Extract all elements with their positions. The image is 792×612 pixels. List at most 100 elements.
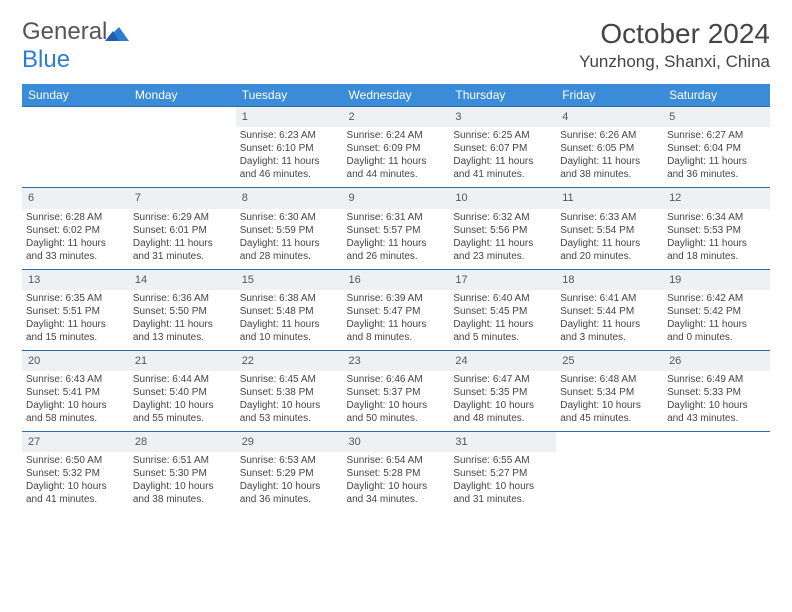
day-cell: Sunrise: 6:39 AMSunset: 5:47 PMDaylight:… (343, 290, 450, 351)
day-line: Sunrise: 6:24 AM (347, 129, 446, 142)
day-cell: Sunrise: 6:23 AMSunset: 6:10 PMDaylight:… (236, 127, 343, 188)
day-cell (129, 127, 236, 188)
day-number: 28 (129, 432, 236, 453)
day-cell (22, 127, 129, 188)
day-number: 3 (449, 107, 556, 128)
day-line: Sunset: 5:32 PM (26, 467, 125, 480)
day-line: Sunrise: 6:25 AM (453, 129, 552, 142)
day-line: and 0 minutes. (667, 331, 766, 344)
day-line: Sunrise: 6:39 AM (347, 292, 446, 305)
day-line: and 13 minutes. (133, 331, 232, 344)
day-line: Sunrise: 6:48 AM (560, 373, 659, 386)
day-cell: Sunrise: 6:30 AMSunset: 5:59 PMDaylight:… (236, 209, 343, 270)
day-line: Daylight: 11 hours (667, 318, 766, 331)
day-number: 7 (129, 188, 236, 209)
day-line: Daylight: 11 hours (347, 237, 446, 250)
col-header: Wednesday (343, 84, 450, 107)
day-line: Daylight: 11 hours (133, 318, 232, 331)
logo-icon (105, 23, 129, 41)
day-cell: Sunrise: 6:38 AMSunset: 5:48 PMDaylight:… (236, 290, 343, 351)
day-line: Sunset: 5:45 PM (453, 305, 552, 318)
day-line: Daylight: 10 hours (240, 399, 339, 412)
month-title: October 2024 (579, 18, 770, 50)
day-line: and 33 minutes. (26, 250, 125, 263)
calendar-body: 12345 Sunrise: 6:23 AMSunset: 6:10 PMDay… (22, 107, 770, 513)
day-line: Daylight: 11 hours (667, 155, 766, 168)
day-number: 9 (343, 188, 450, 209)
day-line: Sunrise: 6:38 AM (240, 292, 339, 305)
day-line: Daylight: 10 hours (667, 399, 766, 412)
day-line: and 34 minutes. (347, 493, 446, 506)
day-line: Sunset: 6:04 PM (667, 142, 766, 155)
day-number: 15 (236, 269, 343, 290)
day-line: Sunset: 5:28 PM (347, 467, 446, 480)
day-line: and 10 minutes. (240, 331, 339, 344)
day-line: Sunset: 5:27 PM (453, 467, 552, 480)
day-line: Sunset: 5:51 PM (26, 305, 125, 318)
day-cell: Sunrise: 6:35 AMSunset: 5:51 PMDaylight:… (22, 290, 129, 351)
day-line: Sunrise: 6:43 AM (26, 373, 125, 386)
day-line: Sunset: 5:37 PM (347, 386, 446, 399)
day-line: Sunset: 5:50 PM (133, 305, 232, 318)
day-cell: Sunrise: 6:42 AMSunset: 5:42 PMDaylight:… (663, 290, 770, 351)
day-line: Sunrise: 6:54 AM (347, 454, 446, 467)
day-line: and 48 minutes. (453, 412, 552, 425)
day-line: Sunrise: 6:41 AM (560, 292, 659, 305)
day-line: and 41 minutes. (26, 493, 125, 506)
day-line: Daylight: 11 hours (240, 155, 339, 168)
day-number: 8 (236, 188, 343, 209)
day-line: Daylight: 10 hours (560, 399, 659, 412)
day-line: Sunrise: 6:50 AM (26, 454, 125, 467)
day-line: and 36 minutes. (667, 168, 766, 181)
col-header: Monday (129, 84, 236, 107)
day-line: Sunset: 5:38 PM (240, 386, 339, 399)
day-number: 25 (556, 350, 663, 371)
day-number: 26 (663, 350, 770, 371)
day-line: Sunset: 5:59 PM (240, 224, 339, 237)
day-line: Sunrise: 6:23 AM (240, 129, 339, 142)
day-cell: Sunrise: 6:49 AMSunset: 5:33 PMDaylight:… (663, 371, 770, 432)
day-cell: Sunrise: 6:54 AMSunset: 5:28 PMDaylight:… (343, 452, 450, 512)
day-cell: Sunrise: 6:48 AMSunset: 5:34 PMDaylight:… (556, 371, 663, 432)
day-number: 24 (449, 350, 556, 371)
logo-text-2: Blue (22, 46, 70, 73)
day-line: Daylight: 10 hours (347, 480, 446, 493)
day-cell: Sunrise: 6:55 AMSunset: 5:27 PMDaylight:… (449, 452, 556, 512)
day-line: Sunset: 5:42 PM (667, 305, 766, 318)
day-line: Sunset: 5:56 PM (453, 224, 552, 237)
day-cell: Sunrise: 6:25 AMSunset: 6:07 PMDaylight:… (449, 127, 556, 188)
day-line: Sunset: 5:54 PM (560, 224, 659, 237)
day-cell: Sunrise: 6:33 AMSunset: 5:54 PMDaylight:… (556, 209, 663, 270)
day-cell: Sunrise: 6:34 AMSunset: 5:53 PMDaylight:… (663, 209, 770, 270)
day-cell: Sunrise: 6:29 AMSunset: 6:01 PMDaylight:… (129, 209, 236, 270)
day-number: 21 (129, 350, 236, 371)
day-line: Sunset: 5:40 PM (133, 386, 232, 399)
col-header: Thursday (449, 84, 556, 107)
day-cell: Sunrise: 6:26 AMSunset: 6:05 PMDaylight:… (556, 127, 663, 188)
day-number: 13 (22, 269, 129, 290)
day-number: 2 (343, 107, 450, 128)
day-number: 18 (556, 269, 663, 290)
day-line: Daylight: 11 hours (667, 237, 766, 250)
day-line: and 5 minutes. (453, 331, 552, 344)
day-cell: Sunrise: 6:31 AMSunset: 5:57 PMDaylight:… (343, 209, 450, 270)
day-number: 16 (343, 269, 450, 290)
day-line: Sunrise: 6:31 AM (347, 211, 446, 224)
day-cell: Sunrise: 6:24 AMSunset: 6:09 PMDaylight:… (343, 127, 450, 188)
day-number (556, 432, 663, 453)
day-number: 27 (22, 432, 129, 453)
day-cell (556, 452, 663, 512)
day-number: 10 (449, 188, 556, 209)
day-number: 6 (22, 188, 129, 209)
day-line: and 55 minutes. (133, 412, 232, 425)
day-line: Sunset: 5:30 PM (133, 467, 232, 480)
day-line: Sunrise: 6:42 AM (667, 292, 766, 305)
calendar-header: SundayMondayTuesdayWednesdayThursdayFrid… (22, 84, 770, 107)
day-line: Sunrise: 6:55 AM (453, 454, 552, 467)
day-line: Daylight: 11 hours (453, 237, 552, 250)
day-line: and 43 minutes. (667, 412, 766, 425)
day-number: 4 (556, 107, 663, 128)
col-header: Friday (556, 84, 663, 107)
day-line: Sunrise: 6:35 AM (26, 292, 125, 305)
calendar-table: SundayMondayTuesdayWednesdayThursdayFrid… (22, 84, 770, 512)
